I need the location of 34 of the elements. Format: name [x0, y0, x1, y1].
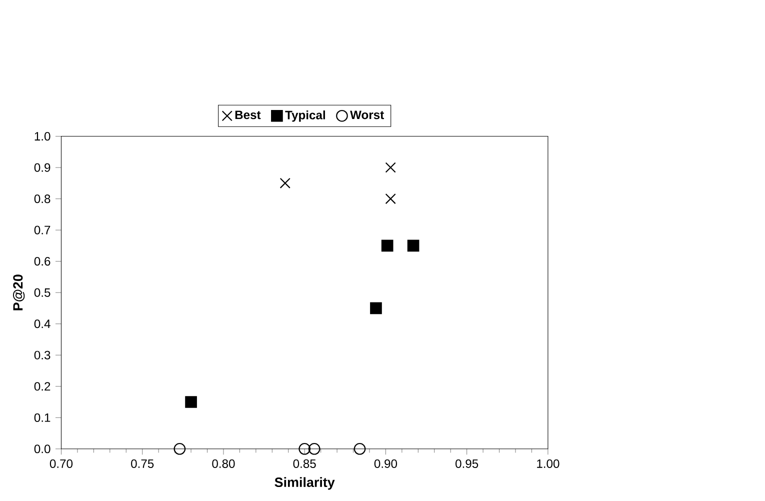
x-tick-label: 0.75: [131, 460, 154, 468]
x-tick-label: 0.80: [212, 460, 235, 468]
point: [385, 194, 396, 204]
legend-label: Best: [235, 110, 261, 120]
point: [407, 240, 420, 252]
x-tick-label: 1.00: [537, 460, 560, 468]
y-tick-label: 0.1: [34, 414, 50, 422]
y-tick-label: 0.6: [34, 257, 50, 266]
point: [354, 443, 366, 456]
y-tick-label: 0.0: [34, 444, 50, 454]
point: [385, 162, 396, 174]
y-tick-label: 0.7: [34, 226, 50, 235]
y-tick-label: 0.4: [34, 320, 50, 328]
point: [174, 443, 186, 456]
point: [381, 240, 394, 252]
x-tick-label: 0.95: [456, 460, 478, 468]
point: [370, 302, 382, 314]
y-axis-title: P@20: [12, 274, 25, 310]
point: [280, 178, 290, 189]
point: [298, 443, 311, 456]
y-tick-label: 0.2: [34, 382, 50, 391]
y-tick-label: 1.0: [34, 132, 50, 141]
point: [185, 396, 197, 408]
y-tick-label: 0.5: [34, 288, 50, 298]
y-tick-label: 0.3: [34, 351, 50, 360]
x-axis-title: Similarity: [274, 477, 335, 490]
x-tick-label: 0.70: [50, 460, 73, 468]
point: [308, 443, 320, 456]
y-tick-label: 0.8: [34, 194, 50, 204]
x-tick-label: 0.85: [293, 460, 316, 468]
legend-label: Typical: [285, 110, 325, 122]
legend-label: Worst: [350, 110, 384, 120]
x-tick-label: 0.90: [374, 460, 398, 468]
y-tick-label: 0.9: [34, 163, 50, 172]
